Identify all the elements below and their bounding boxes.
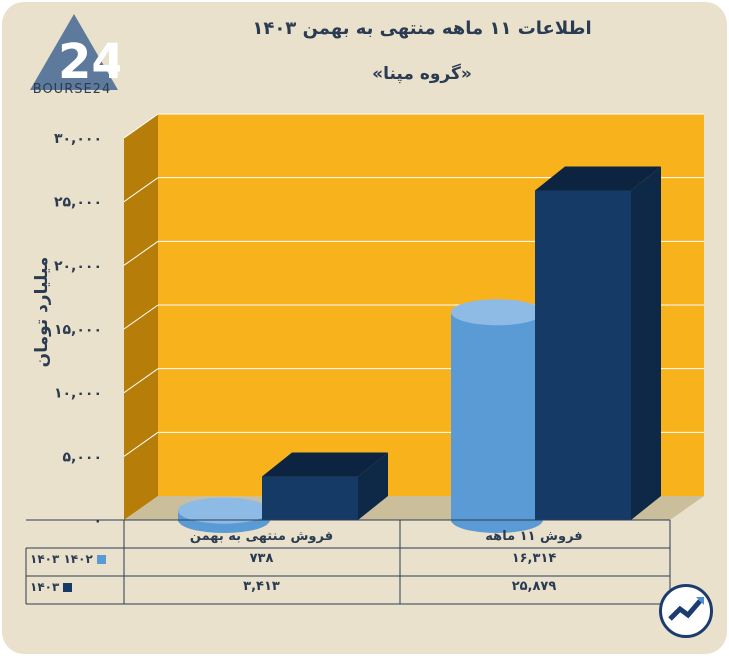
y-tick-label: ۲۵,۰۰۰ <box>54 195 102 211</box>
gridline-side <box>123 431 159 457</box>
chart-subtitle: «گروه مپنا» <box>372 64 472 84</box>
data-label-1403-cat0: ۳,۴۱۳ <box>243 579 280 594</box>
logo-text: BOURSE24 <box>32 82 112 97</box>
data-label-1402-cat0: ۷۳۸ <box>249 551 274 566</box>
gridline-side <box>123 368 159 394</box>
bar-1403-side <box>358 452 388 520</box>
data-label-1402-cat1: ۱۶,۳۱۴ <box>511 551 557 566</box>
bar-1403 <box>262 476 358 520</box>
legend-label-1403: ۱۴۰۳ <box>30 580 60 594</box>
data-label-1403-cat1: ۲۵,۸۷۹ <box>511 579 557 594</box>
bar-1403-side <box>631 166 661 520</box>
legend-row-1403: ۱۴۰۳ <box>30 580 73 594</box>
gridline-side <box>123 240 159 266</box>
gridline-side <box>123 113 159 139</box>
y-tick-label: ۱۵,۰۰۰ <box>54 322 102 338</box>
y-tick-label: ۵,۰۰۰ <box>63 449 103 465</box>
brand-badge-icon <box>659 584 713 638</box>
legend-label-1402: ۱۴۰۲ ۱۴۰۳ <box>30 552 93 566</box>
y-tick-label: ۰ <box>93 513 102 529</box>
bar-1402 <box>451 312 543 520</box>
legend-swatch-1403 <box>63 582 73 592</box>
gridline-side <box>123 304 159 330</box>
y-tick-label: ۱۰,۰۰۰ <box>54 386 102 402</box>
chart-title: اطلاعات ۱۱ ماهه منتهی به بهمن ۱۴۰۳ <box>252 18 592 39</box>
bar-1402-top <box>451 299 543 326</box>
y-tick-label: ۳۰,۰۰۰ <box>54 131 102 147</box>
svg-text:24: 24 <box>58 34 120 90</box>
category-label-1: فروش ۱۱ ماهه <box>485 529 583 544</box>
category-label-0: فروش منتهی به بهمن <box>189 529 334 544</box>
legend-row-1402: ۱۴۰۲ ۱۴۰۳ <box>30 552 106 566</box>
y-tick-label: ۲۰,۰۰۰ <box>54 258 102 274</box>
bar-1403-top <box>535 166 661 191</box>
legend-swatch-1402 <box>96 554 106 564</box>
bourse24-logo: 24 <box>30 14 120 90</box>
bar-1403-top <box>262 452 388 477</box>
bar-1403 <box>535 190 631 520</box>
gridline-side <box>123 177 159 203</box>
bar-1402-top <box>178 497 270 524</box>
